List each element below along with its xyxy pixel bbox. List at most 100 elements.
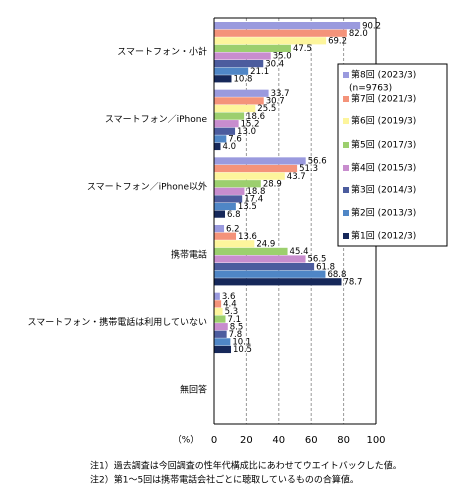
data-label: 45.4 [290,247,309,257]
data-label: 82.0 [349,29,368,39]
bar [214,307,223,316]
bar [214,247,288,255]
data-label: 90.2 [362,21,381,31]
data-label: 24.9 [256,240,275,250]
bar [214,187,245,195]
legend-swatch [343,233,349,239]
data-label: 4.4 [223,300,237,310]
legend-label: 第1回 (2012/3) [351,230,416,242]
data-label: 25.5 [257,104,276,114]
bar [214,60,264,68]
bar [214,323,228,331]
x-tick-label: 20 [240,435,253,446]
data-label: 13.0 [237,127,256,137]
data-label: 10.8 [233,75,252,85]
data-label: 13.6 [238,232,257,242]
legend-swatch [343,165,349,171]
bar [214,315,226,323]
bar [214,157,306,165]
y-tick-label: スマートフォン・携帯電話は利用していない [28,316,207,328]
bar [214,135,227,143]
legend-swatch [343,210,349,216]
y-tick-label: 無回答 [180,384,207,396]
data-label: 6.8 [227,210,241,220]
data-label: 56.6 [308,157,327,167]
data-label: 8.5 [230,322,244,332]
bar [214,240,255,248]
note: 注2）第1～5回は携帯電話会社ごとに聴取しているものの合算値。 [90,474,359,486]
bar [214,142,221,151]
bar [214,330,227,338]
bar [214,210,226,218]
bar [214,255,306,263]
y-tick-label: スマートフォン／iPhone [105,114,208,125]
bar [214,44,291,52]
x-tick-label: 80 [337,435,350,446]
bar [214,195,243,203]
x-tick-label: 60 [305,435,318,446]
bar [214,120,239,128]
bar [214,292,220,300]
data-label: 30.7 [266,97,285,107]
legend-note: (n=9763) [349,84,392,94]
bar [214,225,225,233]
bar [214,263,315,271]
bar [214,278,342,286]
data-label: 21.1 [250,67,269,77]
bar [214,180,261,188]
data-label: 35.0 [273,52,292,62]
data-label: 51.3 [299,164,318,174]
data-label: 43.7 [287,172,306,182]
legend-swatch [343,72,349,78]
bar [214,232,237,240]
data-label: 3.6 [222,292,236,302]
legend-swatch [343,142,349,148]
bar [214,89,269,97]
data-label: 30.4 [265,59,284,69]
data-label: 69.2 [328,37,347,47]
legend-label: 第7回 (2021/3) [351,93,416,105]
bar [214,270,326,278]
data-label: 68.8 [327,270,346,280]
legend-swatch [343,187,349,193]
bar [214,202,236,211]
bar [214,52,271,60]
legend-label: 第5回 (2017/3) [351,139,416,151]
bar [214,112,245,120]
bar [214,300,222,308]
data-label: 15.2 [241,119,260,129]
bar [214,127,236,135]
data-label: 7.6 [228,135,242,145]
x-tick-label: 0 [211,435,217,446]
data-label: 4.0 [222,142,236,152]
y-tick-label: 携帯電話 [171,248,207,260]
data-label: 13.5 [238,202,257,212]
bar [214,97,264,105]
data-label: 28.9 [263,179,282,189]
note: 注1）過去調査は今回調査の性年代構成比にあわせてウエイトバックした値。 [90,460,402,472]
y-tick-label: スマートフォン／iPhone以外 [87,181,207,193]
data-label: 17.4 [244,195,263,205]
y-tick-label: スマートフォン・小計 [117,45,207,57]
bar [214,29,347,37]
data-label: 61.8 [316,262,335,272]
bar [214,338,231,346]
bar [214,164,298,173]
bar [214,172,285,180]
legend-box [337,63,448,247]
data-label: 6.2 [226,224,240,234]
x-axis-label: （%） [173,435,200,446]
legend-label: 第6回 (2019/3) [351,115,416,127]
bar [214,67,249,75]
data-label: 78.7 [343,278,362,288]
data-label: 47.5 [293,44,312,54]
data-label: 18.8 [246,187,265,197]
legend-label: 第8回 (2023/3) [351,69,416,81]
data-label: 5.3 [225,307,239,317]
data-label: 33.7 [271,89,290,99]
legend-label: 第4回 (2015/3) [351,162,416,174]
bar [214,75,232,83]
data-label: 7.8 [229,330,243,340]
bar [214,345,232,354]
